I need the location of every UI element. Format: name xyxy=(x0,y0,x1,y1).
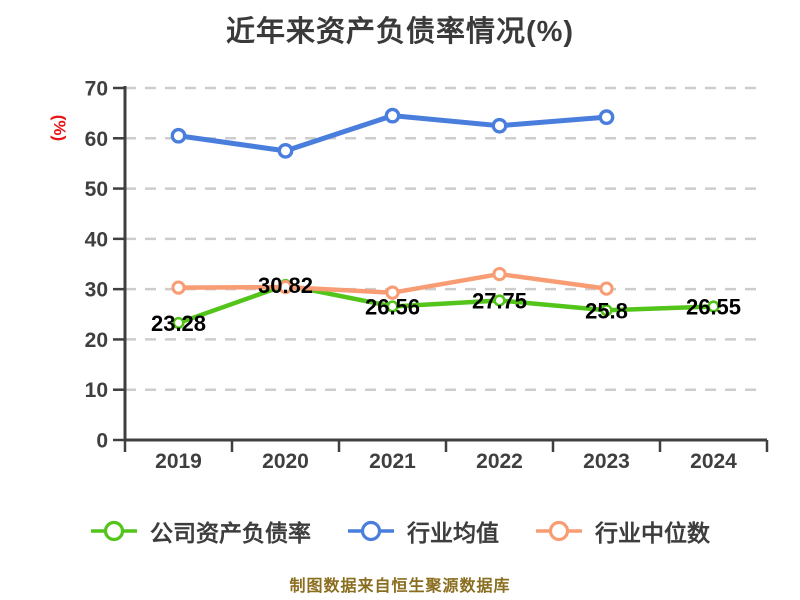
legend: 公司资产负债率 行业均值 行业中位数 xyxy=(0,514,800,548)
data-point-marker xyxy=(598,109,615,126)
data-labels: 23.28 30.82 26.56 27.75 25.8 26.55 xyxy=(151,273,741,336)
data-point-marker xyxy=(278,280,293,295)
data-source-note: 制图数据来自恒生聚源数据库 xyxy=(289,578,511,595)
legend-marker-icon xyxy=(91,520,137,542)
series-line-2 xyxy=(171,266,614,300)
data-point-marker xyxy=(491,117,508,134)
data-label: 23.28 xyxy=(151,311,206,336)
y-tick-label: 10 xyxy=(85,379,108,402)
legend-label: 行业中位数 xyxy=(595,520,710,546)
y-tick-label: 50 xyxy=(85,178,108,201)
data-point-marker xyxy=(600,304,613,317)
data-point-marker xyxy=(707,300,720,313)
data-point-marker xyxy=(171,280,186,295)
data-label: 27.75 xyxy=(472,288,527,313)
y-tick-label: 70 xyxy=(85,78,108,101)
y-tick-label: 30 xyxy=(85,279,108,302)
data-point-marker xyxy=(384,107,401,124)
x-tick-label: 2020 xyxy=(262,450,309,473)
x-tick-label: 2024 xyxy=(690,450,737,473)
y-tick-label: 20 xyxy=(85,329,108,352)
data-point-marker xyxy=(599,281,614,296)
data-point-marker xyxy=(172,316,185,330)
x-tick-label: 2023 xyxy=(583,450,630,473)
y-tick-label: 0 xyxy=(96,430,108,453)
x-tick-label: 2019 xyxy=(155,450,202,473)
data-point-marker xyxy=(385,285,400,300)
chart-title: 近年来资产负债率情况(%) xyxy=(225,16,575,48)
y-tick-label: 40 xyxy=(85,228,108,251)
legend-label: 行业均值 xyxy=(407,520,499,546)
series-path xyxy=(176,282,716,326)
legend-marker-icon xyxy=(536,520,582,542)
x-tick-label: 2021 xyxy=(369,450,416,473)
data-label: 26.56 xyxy=(365,294,420,319)
axes: 0 10 20 30 40 50 60 70 2019 2020 2021 2022 2023 2024 xyxy=(85,78,769,473)
data-point-marker xyxy=(170,127,187,144)
gridlines xyxy=(125,86,765,391)
x-tick-label: 2022 xyxy=(476,450,523,473)
legend-marker-icon xyxy=(348,520,394,542)
y-tick-label: 60 xyxy=(85,128,108,151)
series-line-0 xyxy=(172,278,720,330)
data-label: 30.82 xyxy=(258,273,313,298)
legend-item-1[interactable]: 行业均值 xyxy=(347,514,499,548)
data-point-marker xyxy=(277,142,294,159)
data-label: 25.8 xyxy=(585,298,628,323)
data-point-marker xyxy=(492,266,507,282)
data-point-marker xyxy=(493,294,506,307)
data-label: 26.55 xyxy=(686,294,741,319)
data-point-marker xyxy=(386,300,399,313)
legend-item-2[interactable]: 行业中位数 xyxy=(535,514,710,548)
legend-label: 公司资产负债率 xyxy=(150,520,311,546)
legend-item-0[interactable]: 公司资产负债率 xyxy=(90,514,311,548)
series-line-1 xyxy=(170,107,615,159)
